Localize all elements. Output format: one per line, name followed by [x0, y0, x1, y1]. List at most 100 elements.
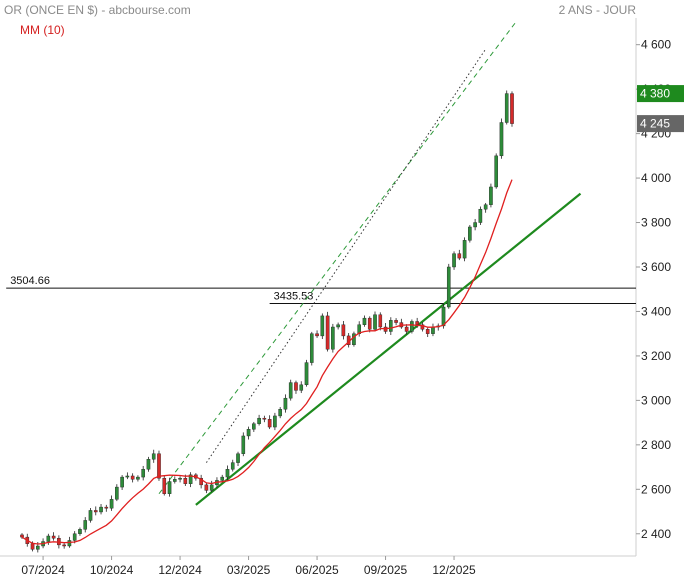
candle — [62, 542, 66, 549]
candle-body-up — [446, 266, 451, 308]
candle-body-up — [483, 204, 488, 210]
candle-body-down — [420, 324, 425, 330]
candle-body-up — [257, 417, 261, 424]
candle-body-up — [441, 306, 446, 327]
candle — [283, 394, 288, 413]
candle — [273, 412, 277, 431]
candle — [425, 327, 430, 338]
candle-body-up — [462, 240, 467, 259]
candle-body-up — [167, 481, 172, 494]
candle-body-up — [241, 435, 246, 454]
candle-body-down — [378, 314, 383, 328]
candle-body-down — [183, 477, 188, 484]
ma-value-badge — [637, 115, 684, 133]
ma-value-marker: 4 245 — [637, 115, 684, 133]
candle-body-up — [373, 314, 377, 330]
candle-body-down — [510, 93, 514, 124]
candle-body-up — [309, 333, 314, 363]
candle — [236, 451, 240, 466]
candle-body-down — [199, 477, 203, 486]
x-tick-label: 09/2025 — [364, 563, 408, 577]
candle-body-down — [267, 419, 272, 428]
y-tick-label: 3 400 — [641, 304, 671, 318]
candle-body-up — [72, 533, 77, 541]
y-tick-label: 3 600 — [641, 260, 671, 274]
candle — [120, 475, 124, 490]
candle-body-up — [336, 324, 340, 328]
candle-body-up — [473, 222, 477, 228]
candle-body-down — [130, 475, 135, 480]
candle-body-up — [220, 476, 225, 481]
candle-body-down — [315, 333, 319, 337]
candle — [167, 477, 172, 497]
candle-body-up — [273, 415, 277, 428]
candle — [304, 359, 309, 387]
candle-body-up — [151, 453, 156, 460]
candle — [262, 415, 267, 423]
candle-body-up — [141, 469, 145, 478]
candle-body-down — [62, 544, 66, 547]
candle — [399, 318, 404, 329]
chart-title: OR (ONCE EN $) - abcbourse.com — [4, 3, 191, 17]
candle — [452, 251, 456, 270]
candle — [494, 153, 498, 189]
candle — [389, 317, 393, 336]
candle-body-up — [46, 535, 51, 542]
x-tick-label: 07/2024 — [21, 563, 65, 577]
candle — [93, 506, 98, 516]
candle — [267, 415, 272, 430]
candle-body-down — [262, 417, 267, 420]
candle — [320, 313, 325, 340]
candle-body-down — [404, 326, 409, 332]
candle — [367, 316, 372, 333]
y-tick-label: 2 600 — [641, 482, 671, 496]
candle — [483, 202, 488, 213]
candle — [162, 475, 167, 496]
last-price-badge — [637, 85, 684, 103]
candle — [141, 465, 145, 481]
candle — [299, 381, 304, 394]
trend-lines — [158, 19, 582, 506]
candle — [178, 476, 182, 483]
x-tick-label: 06/2025 — [295, 563, 339, 577]
candle-body-up — [209, 484, 214, 491]
candle-body-down — [341, 324, 346, 337]
candle-body-up — [489, 186, 493, 205]
candle — [51, 532, 56, 541]
candle-body-up — [283, 397, 288, 410]
candle-body-up — [120, 476, 124, 488]
candle-body-up — [362, 317, 367, 325]
candle-body-down — [93, 510, 98, 513]
candle — [352, 331, 356, 347]
candle-body-down — [325, 315, 330, 350]
trend-line-dotted — [205, 48, 487, 463]
y-tick-label: 3 200 — [641, 349, 671, 363]
indicator-legend: MM (10) — [20, 23, 65, 37]
candle-body-down — [30, 543, 35, 550]
candle — [241, 432, 246, 457]
candle-body-up — [331, 326, 335, 350]
candle — [468, 224, 472, 243]
candle-body-up — [410, 321, 414, 332]
horizontal-levels: 3504.66 3435.53 — [6, 275, 636, 305]
candle — [431, 323, 435, 337]
candle-body-down — [20, 534, 24, 538]
candle — [415, 317, 419, 328]
candle-body-up — [178, 477, 182, 480]
candle — [478, 206, 483, 225]
candle — [199, 474, 203, 489]
candle-body-down — [162, 477, 167, 494]
candle-body-up — [452, 253, 456, 268]
y-tick-label: 4 000 — [641, 171, 671, 185]
candle — [151, 449, 156, 463]
y-tick-label: 2 400 — [641, 527, 671, 541]
candle-body-up — [67, 540, 72, 547]
candle — [446, 263, 451, 309]
candle — [510, 91, 514, 127]
y-tick-label: 2 800 — [641, 438, 671, 452]
candle — [341, 321, 346, 340]
trend-line-solid — [195, 192, 582, 506]
candle — [336, 322, 340, 330]
candle — [457, 249, 462, 261]
